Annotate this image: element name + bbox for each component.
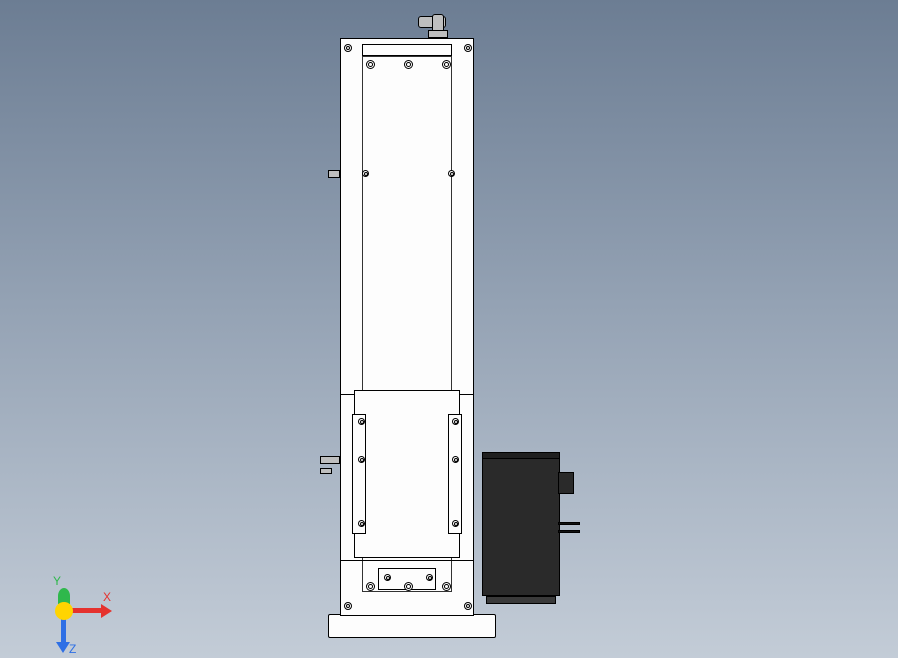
seam	[340, 560, 474, 562]
carriage-left-tab	[352, 414, 366, 534]
screw-icon	[452, 520, 459, 527]
screw-icon	[366, 60, 375, 69]
carriage-plate	[354, 390, 460, 558]
motor-cable	[558, 530, 580, 533]
screw-icon	[426, 574, 433, 581]
screw-icon	[448, 170, 455, 177]
screw-icon	[464, 44, 472, 52]
screw-icon	[442, 582, 451, 591]
screw-icon	[404, 60, 413, 69]
screw-icon	[358, 418, 365, 425]
x-axis-arrowhead-icon	[101, 604, 112, 618]
screw-icon	[384, 574, 391, 581]
screw-icon	[442, 60, 451, 69]
top-strip	[362, 44, 452, 56]
screw-icon	[358, 456, 365, 463]
side-bolt	[320, 468, 332, 474]
motor-foot	[486, 596, 556, 604]
side-bolt	[320, 456, 340, 464]
base-plate	[328, 614, 496, 638]
side-bolt	[328, 170, 340, 178]
x-axis-icon	[69, 608, 103, 613]
cad-viewport[interactable]: X Y Z	[0, 0, 898, 658]
z-axis-arrowhead-icon	[56, 642, 70, 653]
screw-icon	[452, 418, 459, 425]
top-fitting-nut	[428, 30, 448, 38]
screw-icon	[358, 520, 365, 527]
screw-icon	[344, 602, 352, 610]
motor-body	[482, 458, 560, 596]
carriage-right-tab	[448, 414, 462, 534]
y-axis-label: Y	[53, 574, 61, 588]
screw-icon	[344, 44, 352, 52]
orientation-triad[interactable]: X Y Z	[55, 578, 115, 638]
z-axis-label: Z	[69, 642, 76, 656]
screw-icon	[452, 456, 459, 463]
triad-origin-icon	[55, 602, 73, 620]
screw-icon	[404, 582, 413, 591]
screw-icon	[366, 582, 375, 591]
motor-connector	[558, 472, 574, 494]
screw-icon	[464, 602, 472, 610]
screw-icon	[362, 170, 369, 177]
motor-cable	[558, 522, 580, 525]
x-axis-label: X	[103, 590, 111, 604]
